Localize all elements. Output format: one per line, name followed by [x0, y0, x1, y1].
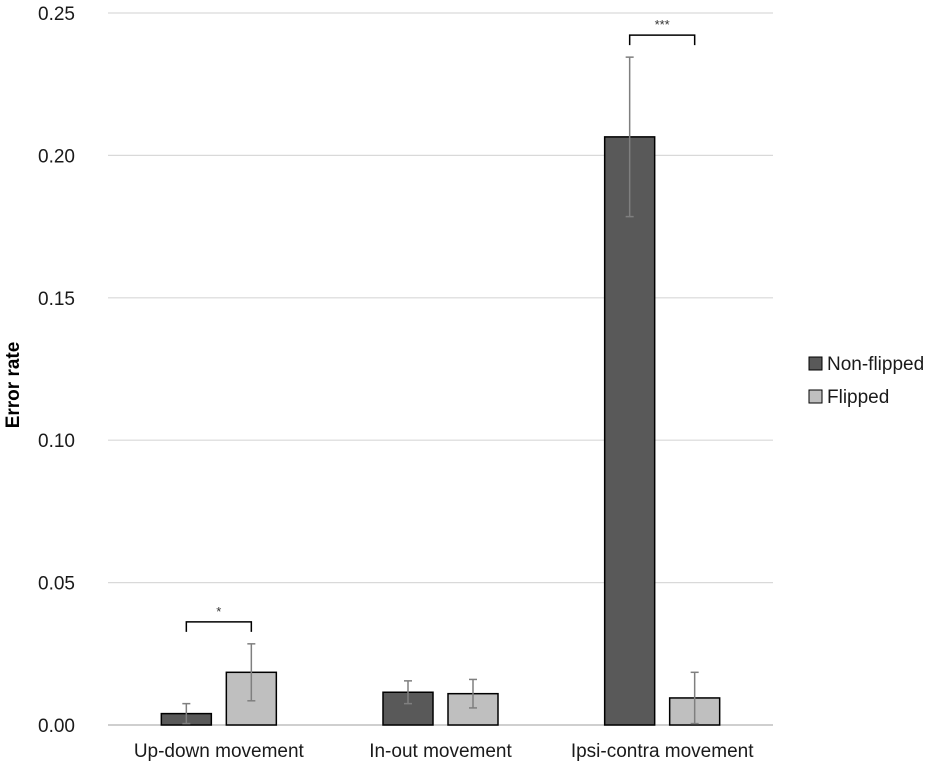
y-tick-label: 0.25	[38, 4, 75, 25]
significance-bracket	[185, 621, 253, 632]
x-tick-label: Ipsi-contra movement	[571, 741, 754, 762]
legend-swatch	[808, 389, 823, 404]
y-tick-label: 0.15	[38, 289, 75, 310]
legend-swatch	[808, 356, 823, 371]
legend-label: Flipped	[827, 387, 889, 408]
x-tick-label: In-out movement	[369, 741, 512, 762]
significance-marker: ***	[655, 17, 670, 32]
bar	[603, 136, 656, 726]
bars	[160, 136, 721, 726]
gridlines	[108, 12, 773, 584]
y-tick-label: 0.10	[38, 431, 75, 452]
y-tick-label: 0.00	[38, 716, 75, 737]
y-tick-label: 0.20	[38, 146, 75, 167]
significance-brackets: ****	[185, 17, 696, 632]
y-tick-label: 0.05	[38, 574, 75, 595]
y-axis-ticks: 0.00 0.05 0.10 0.15 0.20 0.25	[38, 4, 75, 737]
error-bars	[182, 56, 699, 725]
y-axis-label: Error rate	[3, 342, 24, 429]
legend: Non-flipped Flipped	[808, 354, 924, 408]
legend-label: Non-flipped	[827, 354, 924, 375]
x-axis-category-labels: Up-down movement In-out movement Ipsi-cont…	[134, 741, 754, 762]
significance-marker: *	[216, 604, 221, 619]
significance-bracket	[628, 34, 696, 46]
x-tick-label: Up-down movement	[134, 741, 305, 762]
